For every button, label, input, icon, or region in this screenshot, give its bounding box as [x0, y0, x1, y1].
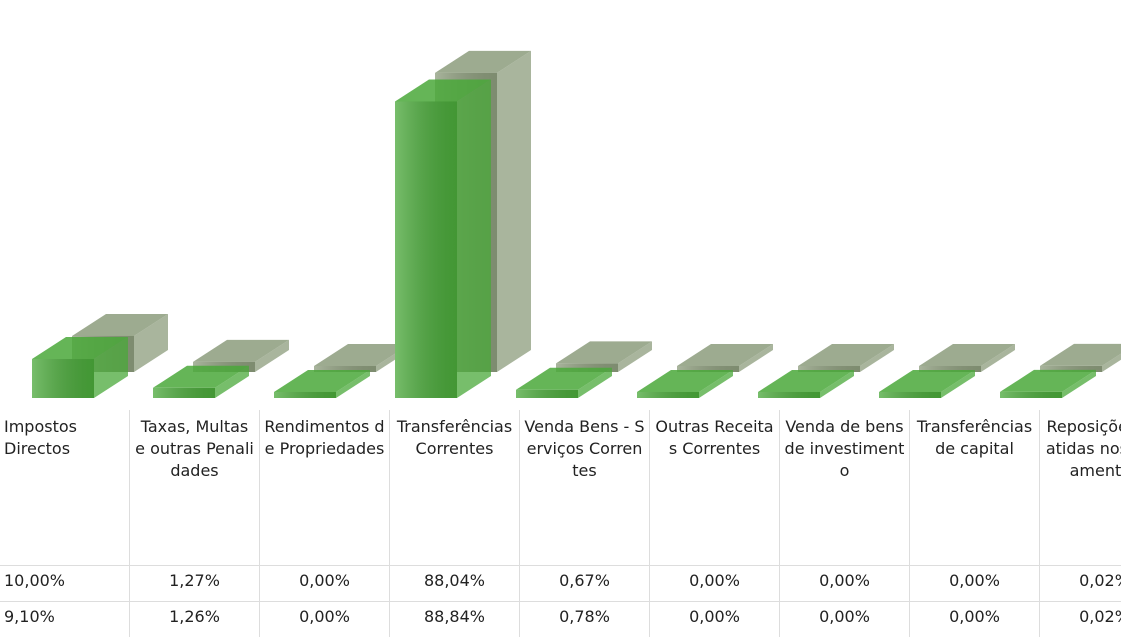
bar-side — [457, 79, 491, 398]
cell: 10,00% — [0, 566, 130, 602]
cell: 0,78% — [520, 602, 650, 637]
cell: Outras Receitas Correntes — [650, 410, 780, 566]
bar — [32, 337, 128, 398]
bar — [395, 79, 491, 398]
bar — [153, 366, 249, 398]
value-row: 10,00%1,27%0,00%88,04%0,67%0,00%0,00%0,0… — [0, 566, 1121, 602]
bar — [879, 370, 975, 398]
value-row: 9,10%1,26%0,00%88,84%0,78%0,00%0,00%0,00… — [0, 602, 1121, 637]
cell: 0,00% — [260, 602, 390, 637]
cell: Rendimentos de Propriedades — [260, 410, 390, 566]
chart — [0, 0, 1121, 410]
bar — [677, 344, 773, 372]
cell: Reposições Abatidas nos pagamentos — [1040, 410, 1121, 566]
cell: 0,00% — [650, 566, 780, 602]
bar — [274, 370, 370, 398]
cell: 0,02% — [1040, 602, 1121, 637]
bar — [919, 344, 1015, 372]
cell: 88,04% — [390, 566, 520, 602]
bar-shade — [395, 101, 457, 398]
cell: Venda de bens de investimento — [780, 410, 910, 566]
bar — [798, 344, 894, 372]
bar-shade — [153, 388, 215, 398]
bar-shade — [274, 392, 336, 398]
bar-shade — [516, 390, 578, 398]
cell: Taxas, Multas e outras Penalidades — [130, 410, 260, 566]
bar — [516, 368, 612, 398]
cell: 0,00% — [260, 566, 390, 602]
cell: Transferências de capital — [910, 410, 1040, 566]
bar-side — [497, 51, 531, 372]
bar — [758, 370, 854, 398]
bar-shade — [637, 392, 699, 398]
cell: 0,00% — [910, 602, 1040, 637]
bar — [1000, 370, 1096, 398]
cell: 9,10% — [0, 602, 130, 637]
cell: 1,26% — [130, 602, 260, 637]
cell: 0,02% — [1040, 566, 1121, 602]
cell: 1,27% — [130, 566, 260, 602]
bar-shade — [32, 359, 94, 398]
cell: 0,00% — [650, 602, 780, 637]
cell: Impostos Directos — [0, 410, 130, 566]
cell: 0,00% — [780, 602, 910, 637]
bar-shade — [879, 392, 941, 398]
cell: 0,00% — [910, 566, 1040, 602]
cell: 88,84% — [390, 602, 520, 637]
cell: Venda Bens - Serviços Correntes — [520, 410, 650, 566]
bar-shade — [1000, 392, 1062, 398]
bar-shade — [758, 392, 820, 398]
bar — [637, 370, 733, 398]
cell: 0,67% — [520, 566, 650, 602]
bar — [1040, 344, 1121, 372]
bar — [556, 341, 652, 372]
cell: 0,00% — [780, 566, 910, 602]
cell: Transferências Correntes — [390, 410, 520, 566]
